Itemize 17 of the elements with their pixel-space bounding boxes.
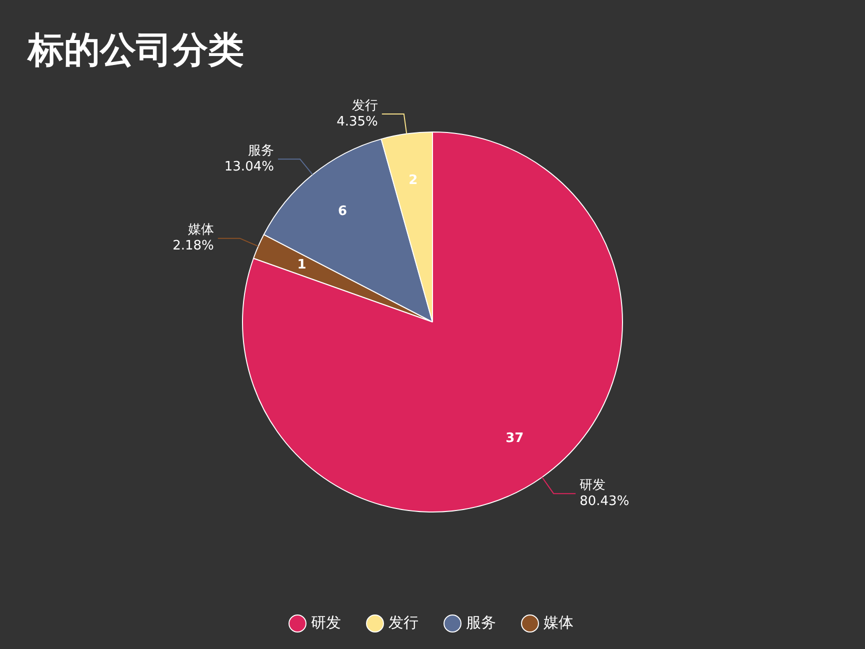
data-label: 6 [338, 204, 348, 219]
chart-title: 标的公司分类 [28, 29, 244, 73]
slice-label: 服务 [248, 143, 274, 158]
legend-label: 服务 [466, 613, 496, 632]
text: 13.04% [224, 159, 274, 174]
data-label: 37 [506, 430, 524, 446]
text: 80.43% [580, 494, 630, 509]
text: 2.18% [172, 238, 214, 254]
legend-label: 发行 [388, 613, 418, 632]
slice-label: 媒体 [188, 222, 214, 238]
legend-label: 媒体 [544, 613, 574, 632]
text: 4.35% [336, 114, 378, 130]
slice-label: 研发 [580, 478, 606, 493]
data-label: 1 [297, 258, 306, 273]
slice-label: 发行 [352, 98, 378, 114]
data-label: 2 [408, 173, 418, 188]
legend-label: 研发 [311, 613, 341, 632]
